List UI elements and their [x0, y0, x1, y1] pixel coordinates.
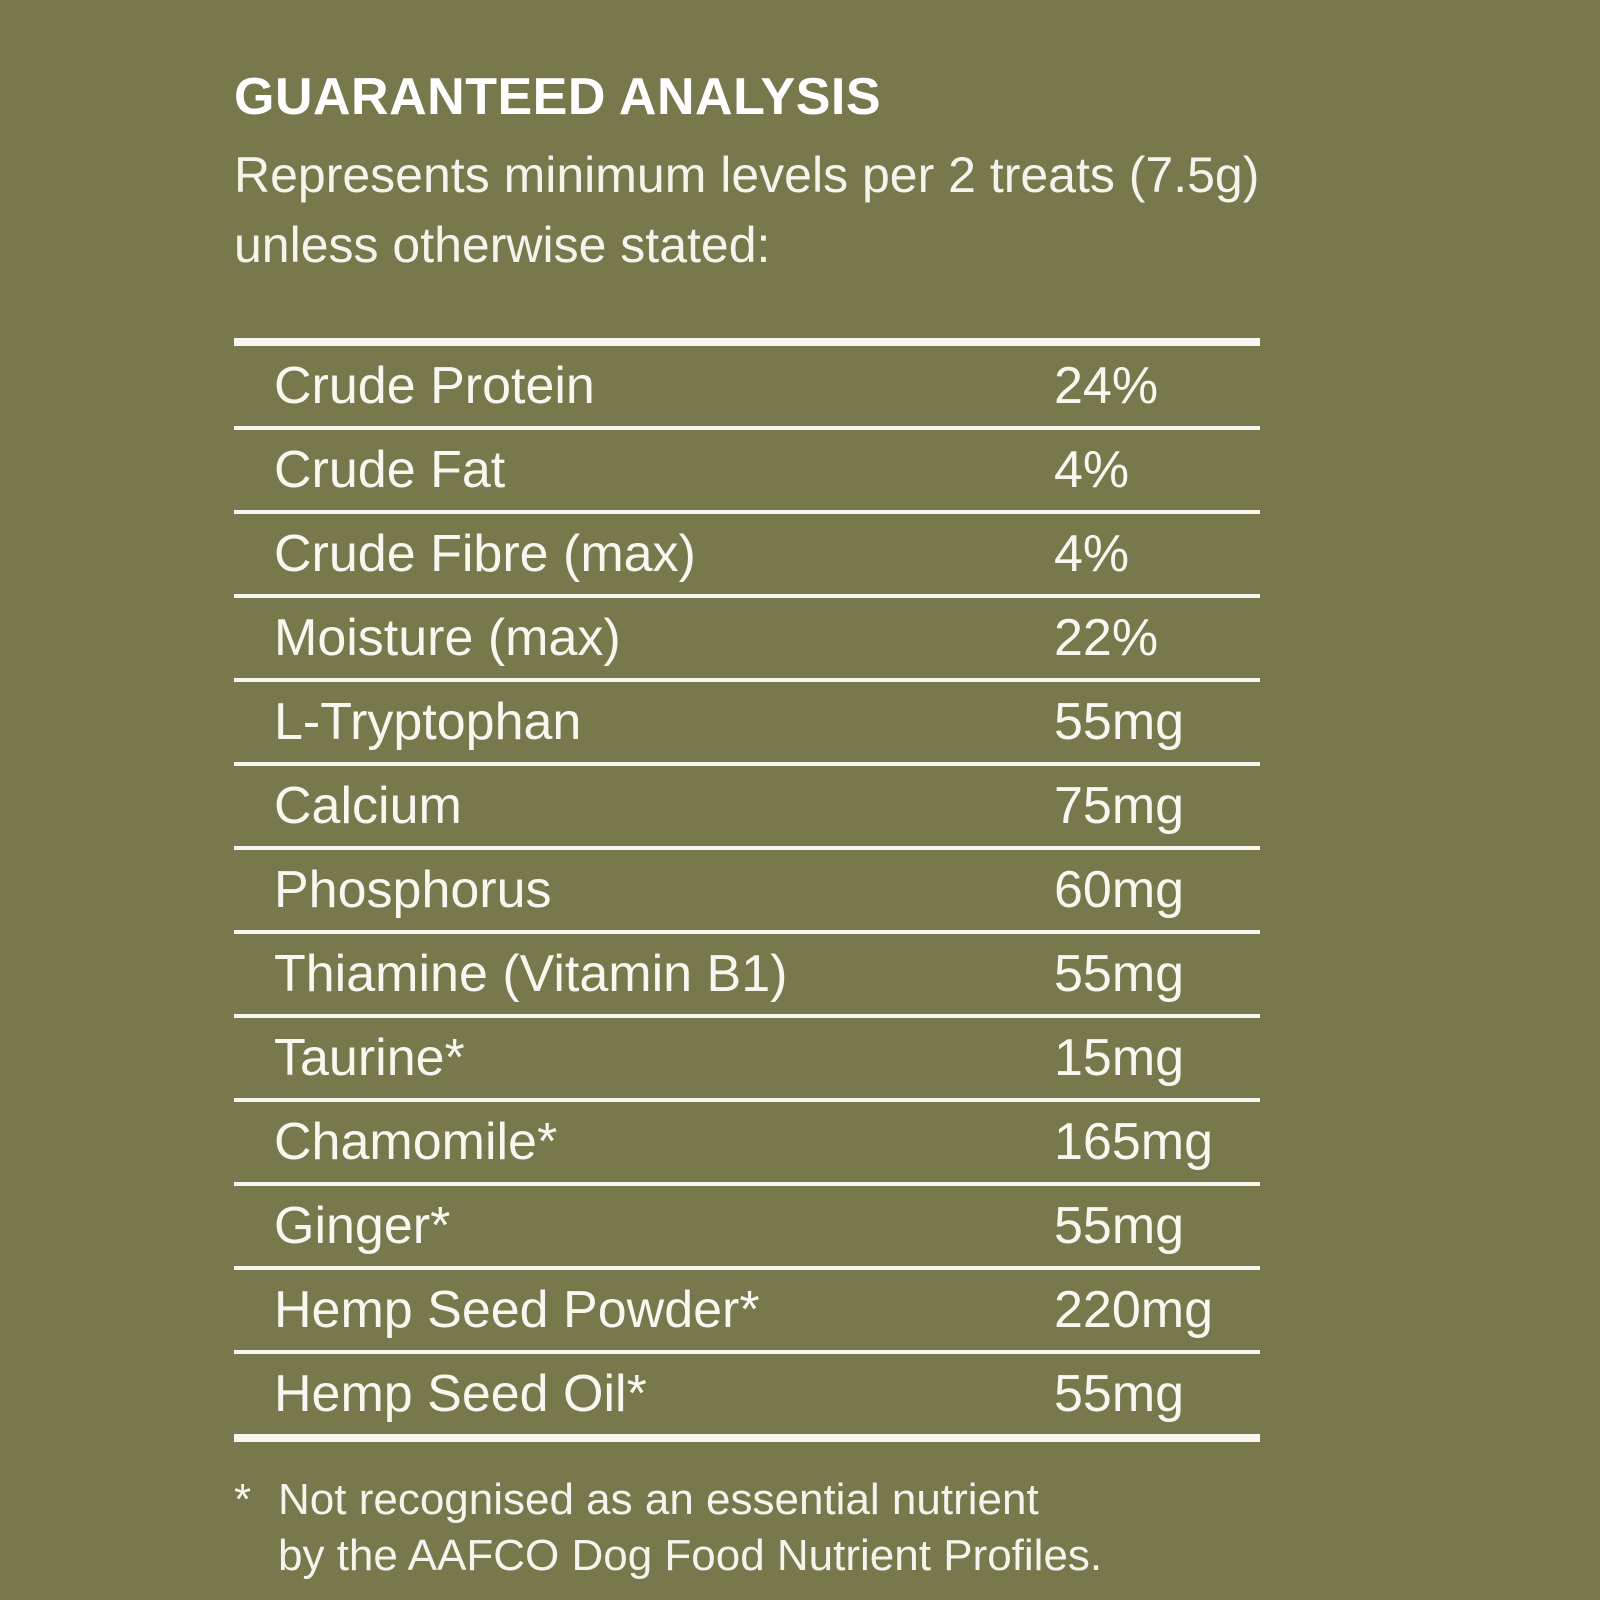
table-row: Crude Fat 4%: [234, 426, 1260, 510]
nutrient-value: 15mg: [1054, 1029, 1185, 1087]
table-row: Moisture (max) 22%: [234, 594, 1260, 678]
nutrient-label: Phosphorus: [274, 861, 552, 919]
nutrient-value: 4%: [1054, 441, 1130, 499]
footnote-text: Not recognised as an essential nutrient …: [278, 1472, 1102, 1584]
nutrient-label: L-Tryptophan: [274, 693, 582, 751]
footnote-marker: *: [234, 1475, 252, 1524]
nutrient-value: 220mg: [1054, 1281, 1213, 1339]
table-row: Chamomile* 165mg: [234, 1098, 1260, 1182]
nutrient-label: Hemp Seed Powder*: [274, 1281, 760, 1339]
page-title: GUARANTEED ANALYSIS: [234, 68, 882, 126]
nutrient-value: 165mg: [1054, 1113, 1213, 1171]
nutrient-value: 55mg: [1054, 693, 1185, 751]
footnote-line-1: Not recognised as an essential nutrient: [278, 1475, 1039, 1524]
nutrient-value: 75mg: [1054, 777, 1185, 835]
nutrient-value: 55mg: [1054, 1197, 1185, 1255]
table-row: Calcium 75mg: [234, 762, 1260, 846]
nutrient-label: Ginger*: [274, 1197, 451, 1255]
subtitle: Represents minimum levels per 2 treats (…: [234, 147, 1260, 273]
nutrient-value: 55mg: [1054, 1365, 1185, 1423]
nutrient-label: Calcium: [274, 777, 462, 835]
nutrient-value: 24%: [1054, 357, 1159, 415]
nutrient-label: Moisture (max): [274, 609, 621, 667]
table-row: Phosphorus 60mg: [234, 846, 1260, 930]
analysis-table: Crude Protein 24% Crude Fat 4% Crude Fib…: [234, 338, 1260, 1442]
nutrient-label: Hemp Seed Oil*: [274, 1365, 647, 1423]
table-row: Taurine* 15mg: [234, 1014, 1260, 1098]
table-row: Thiamine (Vitamin B1) 55mg: [234, 930, 1260, 1014]
nutrient-label: Taurine*: [274, 1029, 465, 1087]
nutrient-label: Crude Fibre (max): [274, 525, 696, 583]
nutrient-label: Thiamine (Vitamin B1): [274, 945, 788, 1003]
table-row: Crude Protein 24%: [234, 346, 1260, 426]
nutrient-value: 22%: [1054, 609, 1159, 667]
nutrient-value: 60mg: [1054, 861, 1185, 919]
footnote-line-2: by the AAFCO Dog Food Nutrient Profiles.: [278, 1531, 1103, 1580]
nutrient-label: Crude Protein: [274, 357, 595, 415]
table-row: Hemp Seed Oil* 55mg: [234, 1350, 1260, 1434]
table-row: Hemp Seed Powder* 220mg: [234, 1266, 1260, 1350]
table-row: Crude Fibre (max) 4%: [234, 510, 1260, 594]
footnote: * Not recognised as an essential nutrien…: [234, 1472, 1260, 1584]
table-row: Ginger* 55mg: [234, 1182, 1260, 1266]
nutrient-value: 4%: [1054, 525, 1130, 583]
nutrient-label: Crude Fat: [274, 441, 506, 499]
nutrient-label: Chamomile*: [274, 1113, 558, 1171]
guaranteed-analysis-panel: GUARANTEED ANALYSIS Represents minimum l…: [234, 62, 1260, 1584]
table-row: L-Tryptophan 55mg: [234, 678, 1260, 762]
nutrient-value: 55mg: [1054, 945, 1185, 1003]
